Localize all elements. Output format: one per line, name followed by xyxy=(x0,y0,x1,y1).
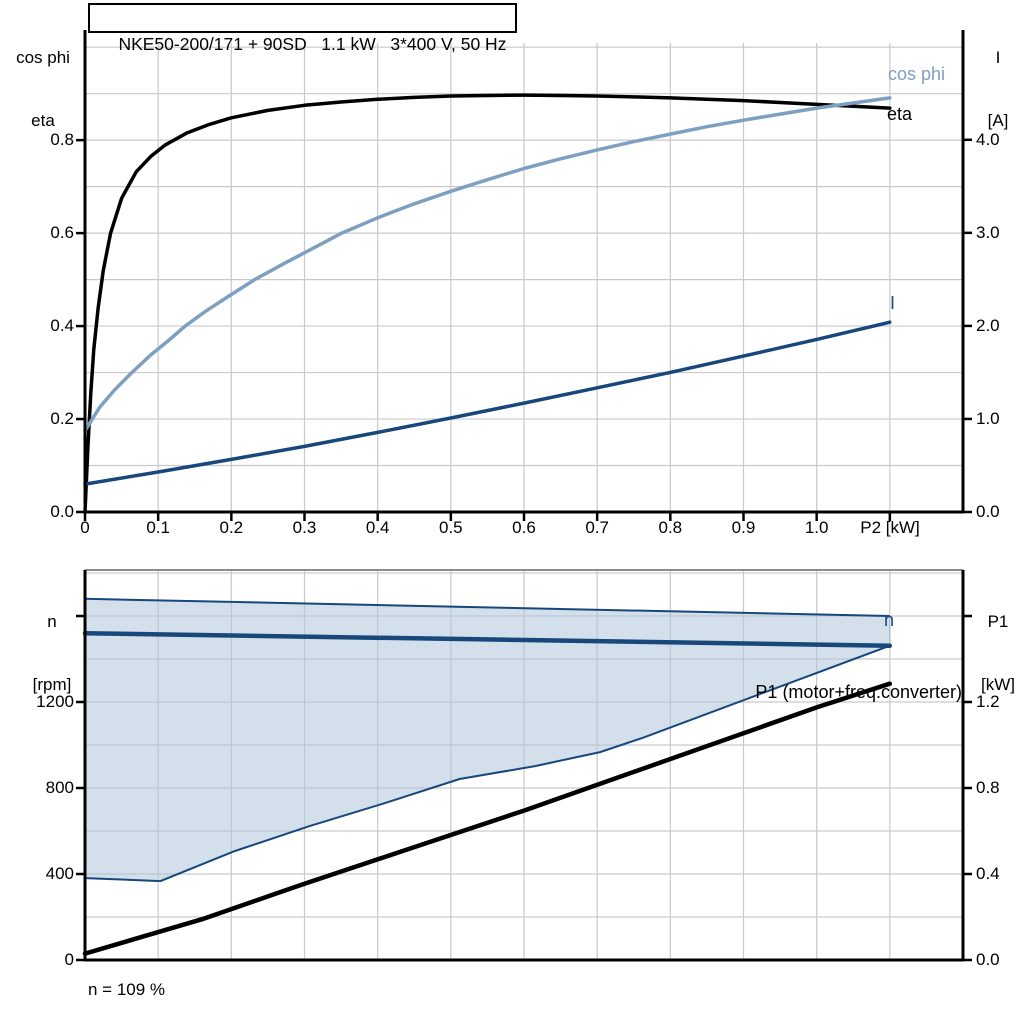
y-left-tick-label: 0.6 xyxy=(50,223,74,243)
y-left-tick-label: 1200 xyxy=(36,692,74,711)
y-right-tick-label: 0.8 xyxy=(976,778,1000,797)
axis-title-line: I xyxy=(995,48,1001,67)
curve-n xyxy=(82,630,893,648)
x-tick-label: 0.6 xyxy=(512,518,536,537)
x-tick-label: 0.4 xyxy=(365,518,390,537)
y-left-tick-label: 400 xyxy=(45,864,74,883)
curve-i xyxy=(83,320,892,486)
x-axis-unit-label: P2 [kW] xyxy=(860,518,920,537)
y-left-tick-label: 0.4 xyxy=(50,316,74,336)
axis-title-line: cos phi xyxy=(16,48,70,67)
bottom-left-axis-title: n [rpm] xyxy=(19,569,85,737)
y-right-tick-label: 0.0 xyxy=(976,502,1000,521)
speed-percentage-note: n = 109 % xyxy=(88,980,166,999)
axis-title-line: n xyxy=(47,612,57,631)
curve-label-speed: n xyxy=(884,610,895,630)
y-left-tick-label: 0.2 xyxy=(50,409,74,429)
curve-label-eta: eta xyxy=(887,104,913,124)
y-left-tick-label: 0.8 xyxy=(50,130,74,150)
y-right-tick-label: 4.0 xyxy=(976,129,1000,149)
y-right-tick-label: 2.0 xyxy=(976,315,1000,335)
x-tick-label: 1.0 xyxy=(804,518,829,537)
x-tick-label: 0.2 xyxy=(219,518,244,537)
y-right-tick-label: 0.0 xyxy=(976,950,1000,969)
y-right-tick-label: 3.0 xyxy=(976,222,1000,242)
chart-title-box: NKE50-200/171 + 90SD 1.1 kW 3*400 V, 50 … xyxy=(88,3,518,54)
x-tick-label: 0.8 xyxy=(658,518,683,537)
x-tick-label: 0.3 xyxy=(292,518,317,537)
chart-title: NKE50-200/171 + 90SD 1.1 kW 3*400 V, 50 … xyxy=(118,34,507,54)
curve-label-cos-phi: cos phi xyxy=(888,64,946,84)
y-right-tick-label: 1.2 xyxy=(976,692,1000,711)
speed-range-upper-line xyxy=(84,597,890,617)
curve-cos-phi xyxy=(83,96,892,433)
curve-label-p1: P1 (motor+freq.converter) xyxy=(755,682,962,702)
axis-title-line: eta xyxy=(31,111,55,130)
bottom-right-axis-title: P1 [kW] xyxy=(972,569,1024,737)
curve-label-current: I xyxy=(890,293,896,313)
axis-title-line: [kW] xyxy=(981,675,1015,694)
y-right-tick-label: 0.4 xyxy=(976,864,1000,883)
x-tick-label: 0 xyxy=(80,518,90,537)
x-tick-label: 0.5 xyxy=(439,518,463,537)
top-left-axis-title: cos phi eta xyxy=(6,5,80,173)
axis-title-line: P1 xyxy=(987,612,1009,631)
y-left-tick-label: 800 xyxy=(45,778,74,797)
y-right-tick-label: 1.0 xyxy=(976,408,1000,428)
x-tick-label: 0.1 xyxy=(146,518,170,537)
axis-title-line: [A] xyxy=(987,111,1009,130)
y-left-tick-label: 0 xyxy=(64,950,74,969)
x-tick-label: 0.7 xyxy=(585,518,609,537)
axis-title-line: [rpm] xyxy=(32,675,72,694)
speed-range-lower-line xyxy=(84,644,891,883)
curve-p1-motor-freq-converter- xyxy=(82,681,893,956)
speed-range-band xyxy=(85,598,890,882)
x-tick-label: 0.9 xyxy=(731,518,756,537)
curve-eta xyxy=(83,93,892,514)
top-right-axis-title: I [A] xyxy=(972,5,1024,173)
y-left-tick-label: 0.0 xyxy=(50,502,74,521)
